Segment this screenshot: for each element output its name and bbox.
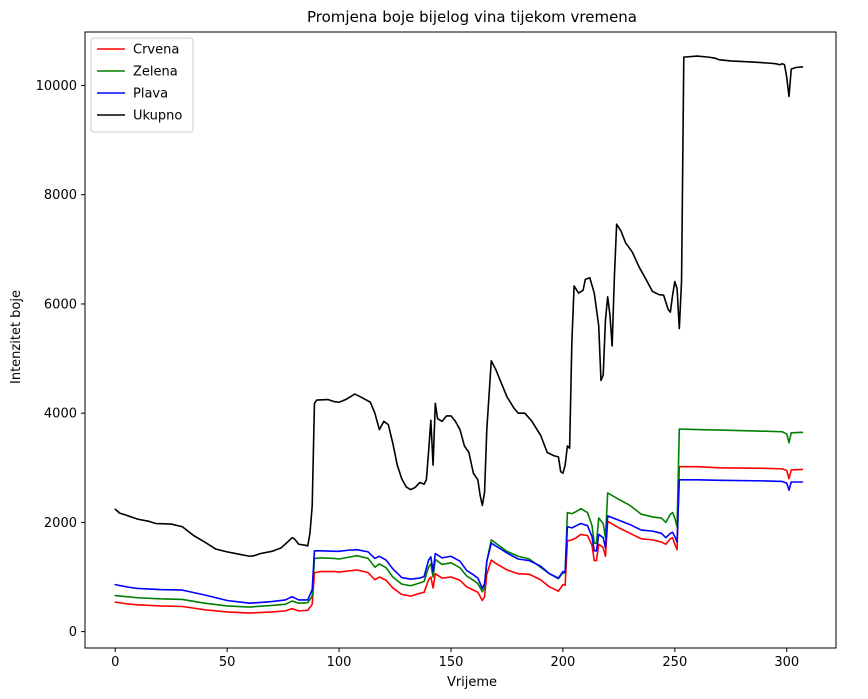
legend-label-zelena: Zelena — [133, 65, 178, 80]
legend-box — [90, 37, 194, 133]
x-axis-label: Vrijeme — [447, 675, 497, 690]
series-layer — [114, 55, 804, 614]
x-tick-label: 200 — [550, 655, 575, 670]
y-tick-label: 8000 — [44, 188, 77, 203]
plot-frame — [84, 31, 837, 649]
x-tick-label: 250 — [662, 655, 687, 670]
chart-title: Promjena boje bijelog vina tijekom vreme… — [307, 8, 637, 26]
y-tick-label: 4000 — [44, 407, 77, 422]
series-line-plava — [114, 479, 804, 605]
x-tick-label: 300 — [774, 655, 799, 670]
x-tick-label: 150 — [439, 655, 464, 670]
y-tick-label: 10000 — [36, 79, 77, 94]
x-tick-label: 100 — [327, 655, 352, 670]
x-tick-label: 0 — [111, 655, 119, 670]
series-line-crvena — [114, 465, 804, 614]
legend-label-crvena: Crvena — [133, 43, 179, 58]
legend-label-plava: Plava — [133, 87, 168, 102]
y-tick-label: 0 — [69, 625, 77, 640]
legend: Crvena Zelena Plava Ukupno — [90, 37, 194, 133]
y-tick-label: 2000 — [44, 516, 77, 531]
x-axis: 0 50 100 150 200 250 300 — [111, 648, 799, 670]
y-axis-label: Intenzitet boje — [9, 290, 24, 384]
series-line-ukupno — [114, 55, 804, 558]
y-tick-label: 6000 — [44, 297, 77, 312]
y-axis: 0 2000 4000 6000 8000 10000 — [36, 79, 85, 640]
legend-label-ukupno: Ukupno — [133, 109, 182, 124]
x-tick-label: 50 — [219, 655, 236, 670]
